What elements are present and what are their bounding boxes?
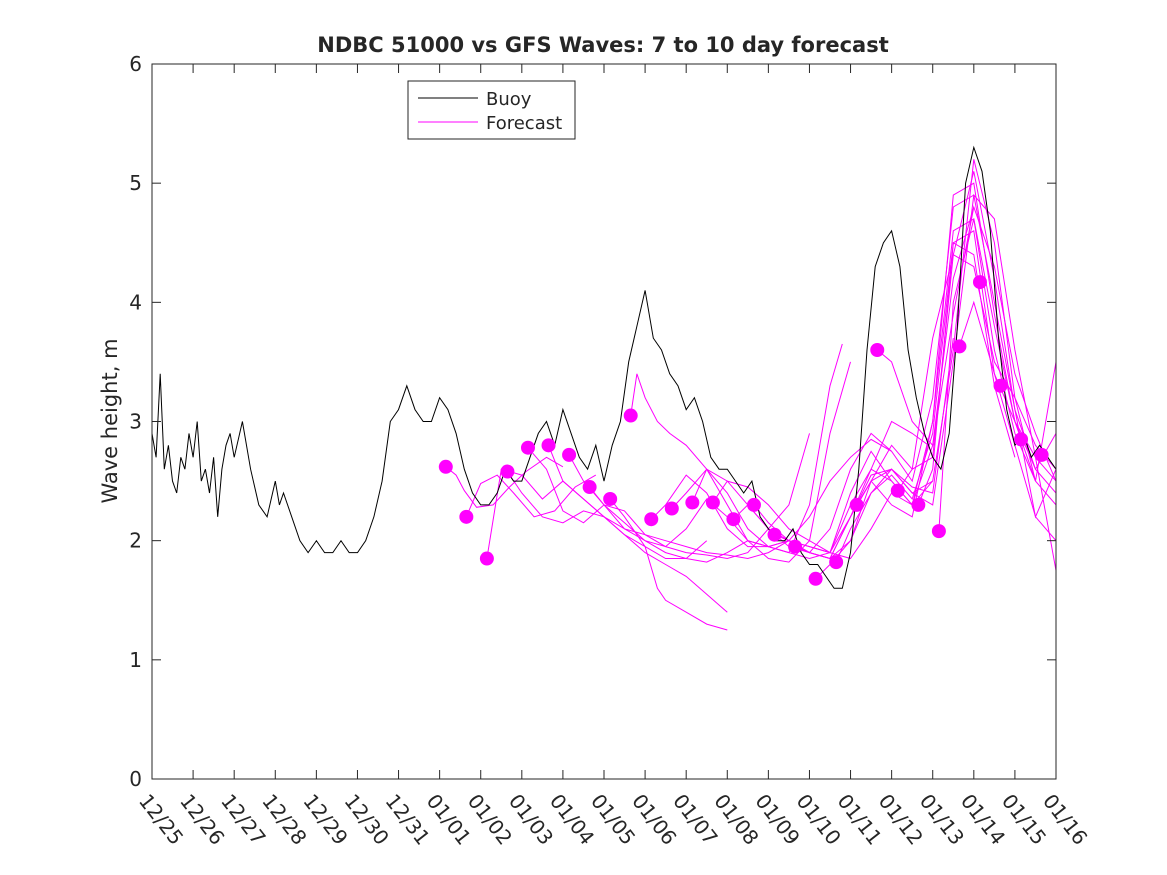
x-tick-label: 01/11 [833,789,887,849]
x-tick-label: 01/02 [463,789,517,849]
forecast-series [445,159,1056,631]
forecast-marker [767,527,782,542]
forecast-line-8 [589,361,851,563]
forecast-line-21 [856,159,1056,506]
x-tick-label: 12/29 [298,789,352,849]
x-tick-label: 01/03 [504,789,558,849]
chart-title: NDBC 51000 vs GFS Waves: 7 to 10 day for… [317,33,888,57]
forecast-line-10 [630,373,892,548]
x-tick-label: 12/27 [216,789,270,849]
forecast-marker [623,408,638,423]
forecast-marker [726,512,741,527]
forecast-marker [603,491,618,506]
x-tick-label: 01/15 [997,789,1051,849]
forecast-marker [993,378,1008,393]
forecast-marker [541,438,556,453]
forecast-marker [931,524,946,539]
x-tick-label: 01/13 [915,789,969,849]
forecast-line-2 [465,474,597,518]
forecast-marker [520,440,535,455]
forecast-marker [849,497,864,512]
forecast-marker [911,497,926,512]
forecast-marker [1014,432,1029,447]
y-tick-label: 0 [129,767,142,791]
forecast-line-23 [897,253,1056,491]
legend-label-buoy: Buoy [486,89,532,110]
forecast-marker [808,571,823,586]
forecast-marker [582,480,597,495]
forecast-line-17 [774,194,1056,554]
x-tick-label: 01/05 [586,789,640,849]
forecast-line-20 [835,193,1056,571]
forecast-line-14 [712,206,975,560]
forecast-marker [788,539,803,554]
legend: Buoy Forecast [407,80,576,140]
forecast-marker [562,447,577,462]
x-tick-label: 01/06 [627,789,681,849]
forecast-line-9 [609,498,728,631]
forecast-line-1 [445,456,564,508]
forecast-marker [972,275,987,290]
x-tick-label: 12/26 [175,789,229,849]
forecast-marker [870,343,885,357]
forecast-line-6 [548,445,728,613]
y-tick-label: 5 [129,171,142,195]
buoy-series [152,145,1056,589]
forecast-marker [479,551,494,566]
y-tick-label: 1 [129,648,142,672]
forecast-marker [746,497,761,512]
forecast-marker [952,339,967,354]
forecast-marker [1034,447,1049,462]
forecast-line-25 [938,218,1056,532]
legend-label-forecast: Forecast [486,113,562,134]
x-tick-label: 01/08 [709,789,763,849]
x-tick-label: 12/25 [134,789,188,849]
forecast-marker [500,464,515,479]
forecast-marker [644,512,659,527]
y-tick-label: 6 [129,52,142,76]
x-tick-label: 01/16 [1038,789,1092,849]
y-tick-label: 4 [129,290,142,314]
y-axis-label: Wave height, m [98,338,122,503]
x-tick-label: 12/30 [340,789,394,849]
forecast-line-7 [568,343,843,563]
plot-frame [151,63,1057,780]
forecast-marker [829,555,844,570]
forecast-markers [438,275,1049,586]
forecast-marker [438,459,453,474]
forecast-line-24 [917,229,1056,542]
x-tick-label: 12/28 [257,789,311,849]
x-tick-label: 01/04 [545,789,599,849]
x-tick-label: 01/14 [956,789,1010,849]
forecast-marker [705,495,720,510]
forecast-marker [459,509,474,524]
legend-box [407,80,576,140]
buoy-line [152,145,1056,589]
forecast-marker [685,495,700,510]
forecast-line-15 [733,241,1016,560]
forecast-marker [664,501,679,516]
x-tick-label: 01/09 [750,789,804,849]
forecast-marker [890,483,905,498]
x-tick-label: 01/12 [874,789,928,849]
x-tick-label: 12/31 [381,789,435,849]
forecast-line-12 [671,468,934,560]
y-tick-label: 2 [129,529,142,553]
forecast-line-4 [506,471,708,559]
x-tick-label: 01/01 [422,789,476,849]
y-tick-label: 3 [129,410,142,434]
x-tick-label: 01/07 [668,789,722,849]
x-tick-label: 01/10 [792,789,846,849]
